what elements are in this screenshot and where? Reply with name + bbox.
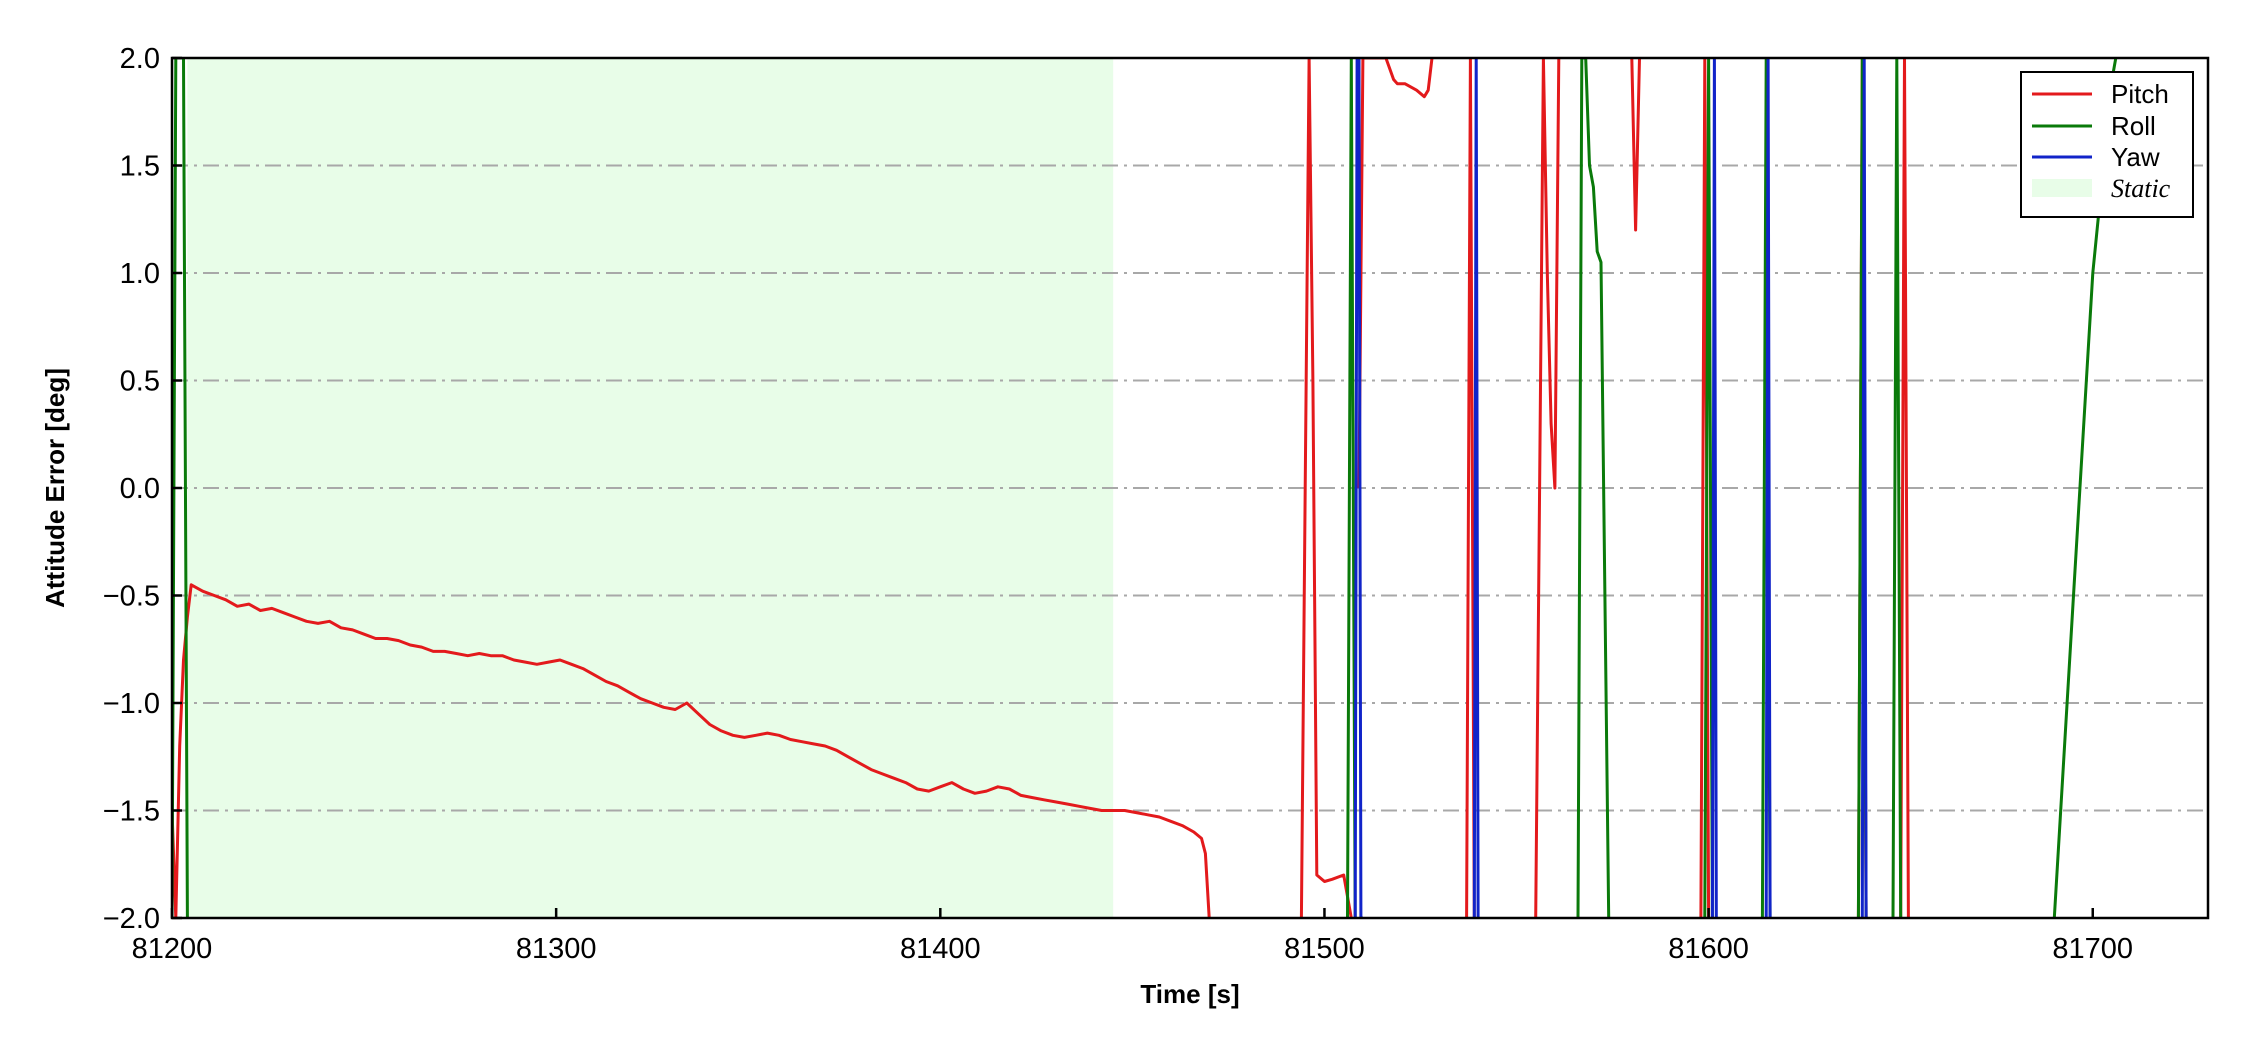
y-tick-label-1: 1.5 [120, 151, 160, 183]
tick-marks [170, 56, 2095, 920]
legend: Pitch Roll Yaw Static [2020, 71, 2194, 218]
y-tick-label-5: −0.5 [103, 581, 160, 613]
x-axis-label: Time [s] [1140, 979, 1239, 1009]
y-tick-labels: 2.0 1.5 1.0 0.5 0.0 −0.5 −1.0 −1.5 −2.0 [103, 43, 160, 935]
y-tick-label-8: −2.0 [103, 903, 160, 935]
gridlines [172, 164, 2208, 812]
y-tick-label-6: −1.0 [103, 688, 160, 720]
series-line-pitch [172, 58, 1910, 918]
legend-yaw-label: Yaw [2111, 142, 2160, 172]
y-tick-label-7: −1.5 [103, 796, 160, 828]
y-axis-label: Attitude Error [deg] [40, 368, 70, 608]
legend-roll-label: Roll [2111, 111, 2156, 141]
legend-static-swatch [2032, 179, 2092, 197]
series-layer [172, 58, 2118, 918]
x-tick-labels: 81200 81300 81400 81500 81600 81700 [132, 933, 2133, 965]
y-tick-label-0: 2.0 [120, 43, 160, 75]
x-tick-label-4: 81600 [1668, 933, 1749, 965]
x-tick-label-1: 81300 [516, 933, 597, 965]
x-tick-label-5: 81700 [2052, 933, 2133, 965]
series-line-roll [172, 58, 2118, 918]
x-tick-label-0: 81200 [132, 933, 213, 965]
legend-static-label: Static [2111, 174, 2171, 203]
x-tick-label-3: 81500 [1284, 933, 1365, 965]
legend-pitch-label: Pitch [2111, 79, 2169, 109]
y-tick-label-4: 0.0 [120, 473, 160, 505]
x-tick-label-2: 81400 [900, 933, 981, 965]
y-tick-label-2: 1.0 [120, 258, 160, 290]
y-tick-label-3: 0.5 [120, 366, 160, 398]
